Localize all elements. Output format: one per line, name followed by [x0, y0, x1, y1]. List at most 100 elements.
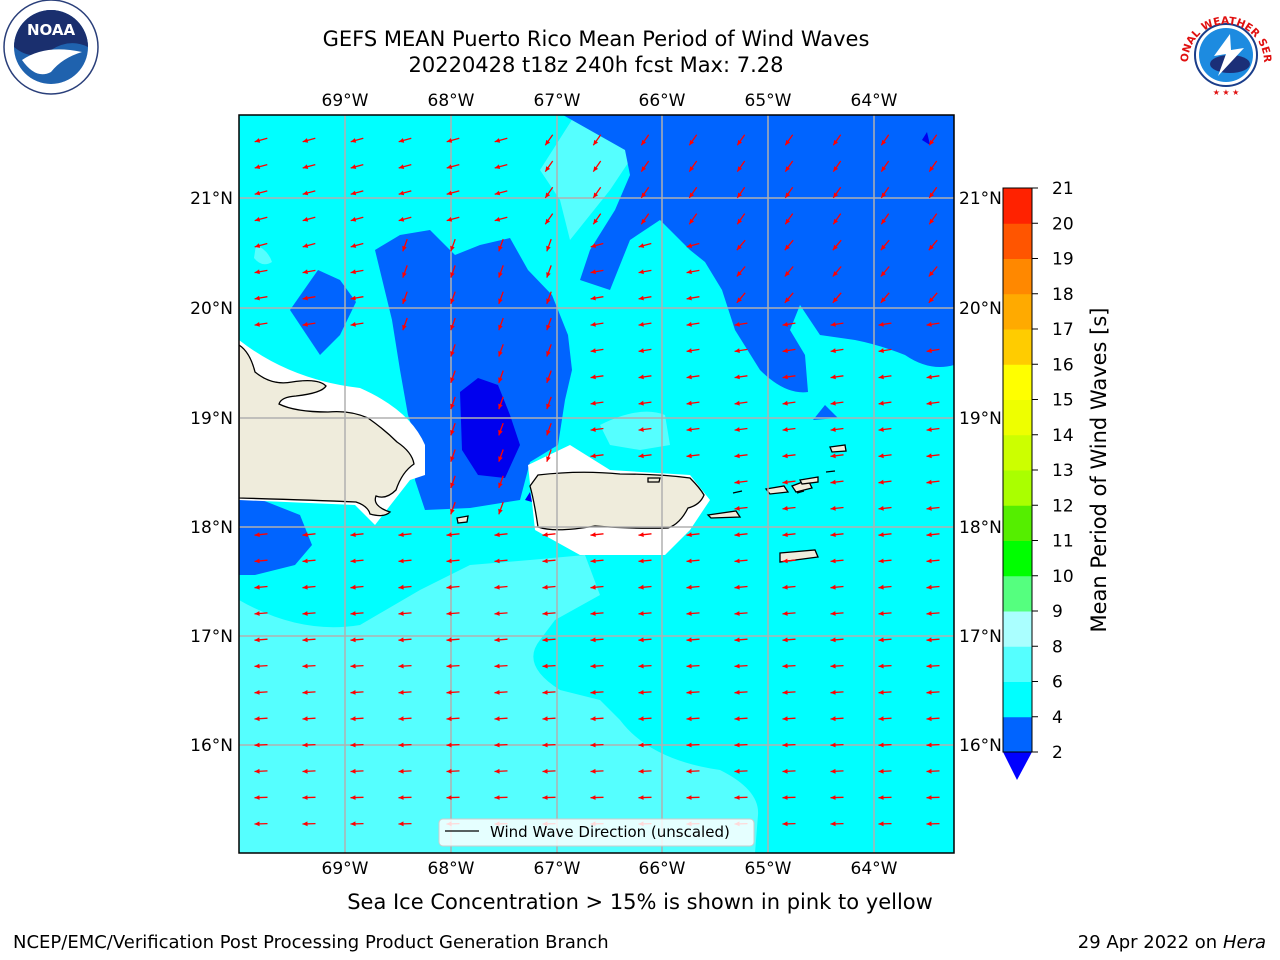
wave-direction-arrowhead [926, 584, 932, 590]
wave-direction-arrowhead [881, 139, 887, 146]
wave-direction-arrowhead [302, 190, 309, 196]
lat-label: 19°N [190, 409, 233, 429]
colorbar-label: 15 [1052, 391, 1074, 411]
wave-direction-arrowhead [686, 663, 692, 669]
wave-direction-arrowhead [494, 138, 501, 143]
colorbar-label: 2 [1052, 743, 1063, 763]
wave-direction-arrowhead [881, 192, 887, 198]
wave-direction-arrowhead [590, 716, 596, 722]
lon-label: 65°W [745, 859, 792, 879]
colorbar-label: 18 [1052, 285, 1074, 305]
lat-labels-left: 21°N 20°N 19°N 18°N 17°N 16°N [190, 189, 233, 756]
wave-direction-arrowhead [494, 663, 500, 669]
lat-label: 16°N [959, 736, 1002, 756]
wave-direction-arrowhead [542, 611, 548, 616]
wave-direction-arrowhead [734, 322, 740, 327]
wave-direction-arrowhead [878, 795, 884, 800]
lat-label: 21°N [190, 189, 233, 209]
wave-direction-arrowhead [450, 351, 455, 357]
wave-direction-arrowhead [302, 742, 308, 748]
wave-direction-arrowhead [402, 324, 407, 331]
wave-direction-arrowhead [689, 166, 695, 172]
wave-direction-arrowhead [398, 558, 404, 564]
wave-direction-arrowhead [350, 768, 356, 774]
wave-direction-arrowhead [638, 532, 644, 537]
wave-direction-arrowhead [398, 742, 404, 748]
colorbar-label: 16 [1052, 355, 1074, 375]
map-legend: Wind Wave Direction (unscaled) [438, 818, 755, 847]
lat-label: 20°N [959, 299, 1002, 319]
lat-label: 17°N [190, 627, 233, 647]
wave-direction-arrowhead [833, 218, 839, 225]
lon-label: 69°W [322, 859, 369, 879]
colorbar-segment [1003, 646, 1032, 682]
wave-direction-arrowhead [542, 690, 548, 695]
wave-direction-arrowhead [590, 453, 596, 459]
wave-direction-arrowhead [398, 138, 405, 143]
footer-date-text: 29 Apr 2022 on [1077, 932, 1223, 953]
wave-direction-arrowhead [254, 138, 261, 143]
wave-direction-arrowhead [641, 192, 647, 198]
wind-wave-arrows [254, 134, 940, 827]
nws-logo-text: NATIONAL WEATHER SERVICE [0, 0, 1273, 63]
noaa-logo: NOAA [3, 0, 99, 95]
wave-direction-arrowhead [686, 427, 692, 432]
wave-direction-arrowhead [590, 243, 597, 248]
lon-label: 66°W [639, 91, 686, 111]
wave-direction-arrowhead [638, 716, 644, 722]
nws-logo: NATIONAL WEATHER SERVICE ★ ★ ★ [0, 0, 1273, 97]
culebra-land [647, 477, 661, 483]
wave-direction-arrowhead [737, 218, 743, 225]
wave-direction-arrowhead [830, 716, 836, 722]
wave-direction-arrowhead [590, 322, 596, 327]
wave-direction-arrowhead [830, 821, 836, 827]
wave-direction-arrowhead [833, 192, 839, 198]
wave-direction-arrowhead [450, 508, 455, 515]
colorbar-labels: 2 4 6 8 9 10 11 12 13 14 15 16 17 18 19 20 21 [1032, 179, 1074, 763]
wave-direction-arrowhead [446, 795, 452, 800]
wave-direction-arrowhead [254, 243, 261, 248]
wave-direction-arrowhead [494, 795, 500, 800]
wave-direction-arrowhead [686, 768, 692, 774]
wave-direction-arrowhead [880, 297, 886, 303]
wave-direction-arrowhead [498, 456, 503, 462]
wave-direction-arrowhead [450, 403, 455, 410]
wave-direction-arrowhead [878, 453, 884, 459]
wave-direction-arrowhead [638, 400, 644, 406]
colorbar-segment [1003, 364, 1032, 400]
wave-direction-arrowhead [638, 584, 644, 590]
wave-direction-arrowhead [734, 768, 740, 774]
wave-direction-arrowhead [254, 821, 260, 827]
wave-direction-arrowhead [686, 558, 692, 564]
wave-direction-arrowhead [350, 611, 356, 616]
wave-direction-arrowhead [878, 768, 884, 774]
map-area [239, 115, 954, 853]
wave-direction-arrowhead [782, 716, 788, 722]
wave-direction-arrowhead [590, 400, 596, 406]
wave-direction-arrowhead [686, 690, 692, 695]
wave-direction-arrowhead [446, 584, 452, 590]
wave-direction-arrowhead [590, 558, 596, 564]
noaa-logo-text: NOAA [27, 21, 76, 39]
wave-direction-arrowhead [398, 637, 404, 643]
wave-direction-arrowhead [494, 532, 500, 537]
wave-direction-arrowhead [446, 637, 452, 643]
wave-direction-arrowhead [542, 584, 548, 590]
colorbar-segment [1003, 681, 1032, 718]
wave-direction-arrowhead [542, 637, 548, 643]
colorbar-segment [1003, 434, 1032, 471]
wave-direction-arrowhead [350, 138, 357, 143]
wave-direction-arrowhead [590, 584, 596, 590]
wave-direction-arrowhead [638, 558, 644, 564]
colorbar: 2 4 6 8 9 10 11 12 13 14 15 16 17 18 19 20 21 Mean Perio… [1002, 179, 1111, 780]
wave-direction-arrowhead [782, 690, 788, 695]
colorbar-segment [1003, 575, 1032, 612]
wave-direction-arrowhead [590, 295, 596, 301]
wave-direction-arrowhead [734, 795, 740, 800]
wave-direction-arrowhead [926, 558, 932, 564]
land [239, 344, 847, 563]
wave-direction-arrowhead [446, 663, 452, 669]
lat-label: 19°N [959, 409, 1002, 429]
wave-direction-arrowhead [254, 611, 260, 616]
wave-direction-arrowhead [590, 663, 596, 669]
